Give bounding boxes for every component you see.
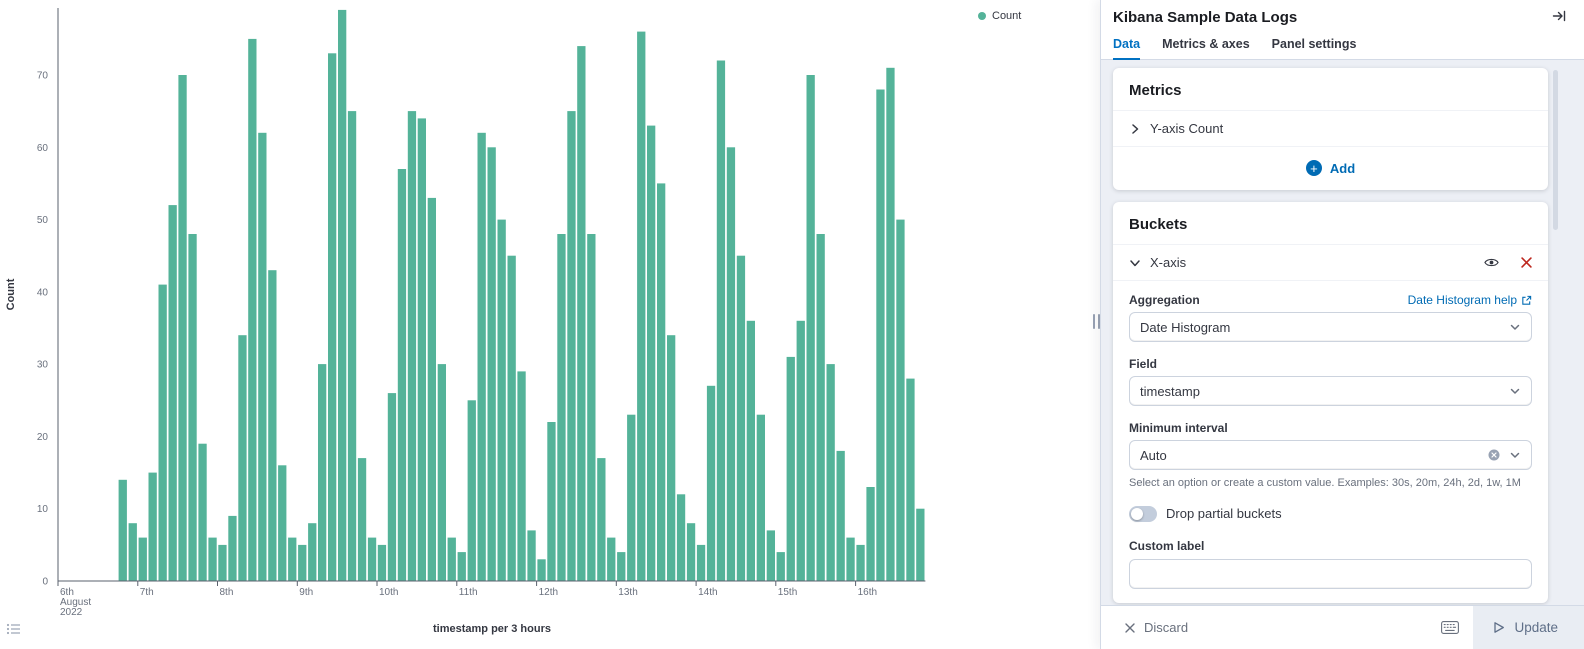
svg-text:10th: 10th: [379, 587, 398, 598]
buckets-heading: Buckets: [1129, 216, 1188, 233]
field-select-value: timestamp: [1140, 383, 1200, 399]
discard-button[interactable]: Discard: [1125, 620, 1188, 635]
chevron-down-icon: [1509, 449, 1521, 461]
field-label: Field: [1129, 357, 1158, 371]
bucket-form: Aggregation Date Histogram help Date His…: [1113, 281, 1548, 603]
chevron-down-icon: [1509, 385, 1521, 397]
editor-panel: Kibana Sample Data Logs Data Metrics & a…: [1100, 0, 1584, 649]
field-select[interactable]: timestamp: [1129, 376, 1532, 406]
legend-label: Count: [992, 10, 1022, 22]
chart-pane: 0 10 20 30 40 50 60 70 6th August 2022 7th 8th 9th 10t…: [0, 0, 1100, 649]
svg-text:7th: 7th: [140, 587, 154, 598]
chevron-down-icon: [1129, 257, 1141, 269]
custom-label-label: Custom label: [1129, 538, 1205, 553]
external-link-icon: [1522, 295, 1532, 305]
svg-text:11th: 11th: [459, 587, 478, 598]
x-axis-bucket-label: X-axis: [1150, 255, 1187, 270]
panel-title: Kibana Sample Data Logs: [1113, 9, 1298, 26]
toggle-visibility-eye-icon[interactable]: [1484, 255, 1499, 270]
svg-text:timestamp per 3 hours: timestamp per 3 hours: [433, 623, 551, 635]
svg-text:70: 70: [37, 71, 49, 82]
tab-panel-settings[interactable]: Panel settings: [1271, 36, 1357, 51]
chevron-down-icon: [1509, 321, 1521, 333]
legend-item-count[interactable]: Count: [978, 10, 1021, 22]
minimum-interval-label: Minimum interval: [1129, 421, 1228, 435]
panel-body: Metrics Y-axis Count + Add Buckets: [1101, 60, 1584, 605]
update-label: Update: [1514, 620, 1558, 635]
panel-scrollbar[interactable]: [1553, 70, 1558, 230]
plus-circle-icon: +: [1305, 160, 1322, 176]
add-metric-label: Add: [1329, 160, 1356, 176]
svg-text:0: 0: [42, 577, 48, 588]
svg-text:60: 60: [37, 143, 49, 154]
add-metric-button[interactable]: + Add: [1113, 147, 1548, 190]
aggregation-label: Aggregation: [1129, 293, 1200, 307]
svg-text:50: 50: [37, 215, 49, 226]
close-icon: [1125, 622, 1135, 633]
custom-label-input[interactable]: [1129, 558, 1532, 589]
tab-metrics-axes[interactable]: Metrics & axes: [1162, 36, 1250, 51]
metrics-heading: Metrics: [1129, 82, 1182, 99]
editor-tabs: Data Metrics & axes Panel settings: [1101, 29, 1584, 60]
play-icon: [1494, 622, 1505, 633]
minimum-interval-help-text: Select an option or create a custom valu…: [1129, 477, 1521, 489]
svg-text:12th: 12th: [539, 587, 558, 598]
collapse-panel-icon[interactable]: [1550, 7, 1568, 25]
chart-legend: Count: [978, 10, 1021, 22]
minimum-interval-value: Auto: [1140, 447, 1167, 463]
svg-text:40: 40: [37, 287, 49, 298]
svg-text:14th: 14th: [698, 587, 717, 598]
svg-text:15th: 15th: [778, 587, 797, 598]
x-axis-bucket-row[interactable]: X-axis: [1113, 244, 1548, 281]
y-axis-metric-row[interactable]: Y-axis Count: [1113, 110, 1548, 147]
tab-data[interactable]: Data: [1113, 29, 1141, 60]
svg-text:6th: 6th: [60, 587, 74, 598]
svg-text:10: 10: [37, 504, 49, 515]
panel-footer: Discard Update: [1101, 605, 1584, 649]
svg-text:9th: 9th: [299, 587, 313, 598]
legend-toggle-icon[interactable]: [6, 622, 21, 641]
drop-partial-buckets-label: Drop partial buckets: [1166, 506, 1282, 522]
keyboard-shortcut-icon[interactable]: [1441, 621, 1460, 634]
clear-selection-icon[interactable]: [1488, 449, 1500, 461]
svg-text:30: 30: [37, 360, 49, 371]
metrics-card: Metrics Y-axis Count + Add: [1113, 68, 1548, 190]
minimum-interval-select[interactable]: Auto: [1129, 440, 1532, 470]
remove-bucket-icon[interactable]: [1521, 257, 1532, 268]
legend-dot-icon: [978, 12, 986, 20]
svg-text:20: 20: [37, 432, 49, 443]
svg-text:Count: Count: [5, 278, 17, 310]
y-axis-metric-label: Y-axis Count: [1150, 121, 1224, 136]
buckets-card: Buckets X-axis Aggrega: [1113, 202, 1548, 603]
discard-label: Discard: [1144, 620, 1189, 635]
panel-resizer-handle[interactable]: [1091, 312, 1102, 331]
svg-text:2022: 2022: [60, 607, 83, 618]
panel-header: Kibana Sample Data Logs: [1101, 0, 1584, 29]
drop-partial-buckets-toggle[interactable]: [1129, 505, 1157, 522]
svg-text:August: August: [60, 597, 91, 608]
aggregation-select-value: Date Histogram: [1140, 319, 1231, 335]
update-button[interactable]: Update: [1473, 606, 1584, 649]
svg-text:8th: 8th: [220, 587, 234, 598]
svg-text:13th: 13th: [618, 587, 637, 598]
help-link-label: Date Histogram help: [1407, 293, 1517, 307]
toggle-knob: [1131, 507, 1143, 520]
chevron-right-icon: [1129, 123, 1141, 135]
aggregation-select[interactable]: Date Histogram: [1129, 312, 1532, 342]
svg-text:16th: 16th: [858, 587, 877, 598]
date-histogram-help-link[interactable]: Date Histogram help: [1408, 293, 1532, 307]
